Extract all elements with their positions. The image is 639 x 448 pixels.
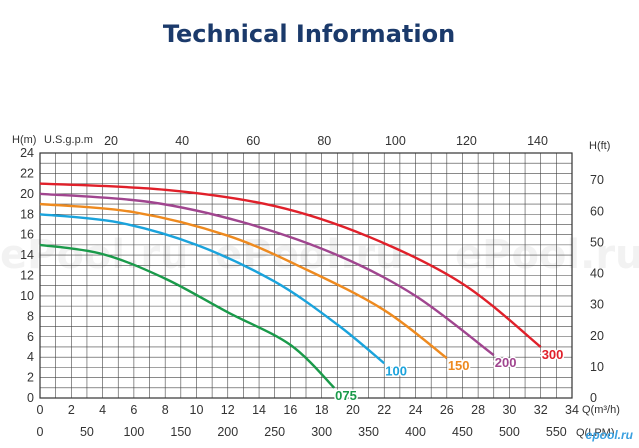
- tick-label-bottom-lpm: 150: [170, 425, 191, 439]
- tick-label-left: 22: [20, 166, 34, 180]
- series-label-300: 300: [542, 347, 564, 362]
- tick-label-bottom-m3h: 22: [377, 403, 391, 417]
- brand-mark: epool.ru: [585, 428, 633, 442]
- tick-label-bottom-lpm: 0: [37, 425, 44, 439]
- tick-label-left: 12: [20, 269, 34, 283]
- tick-label-bottom-m3h: 10: [190, 403, 204, 417]
- tick-label-bottom-m3h: 8: [162, 403, 169, 417]
- tick-label-top: 100: [385, 134, 406, 148]
- tick-label-right: 30: [590, 298, 604, 312]
- tick-label-left: 14: [20, 248, 34, 262]
- tick-label-bottom-m3h: 0: [37, 403, 44, 417]
- tick-label-bottom-lpm: 550: [546, 425, 567, 439]
- grid: [39, 152, 573, 399]
- tick-label-top: 80: [317, 134, 331, 148]
- tick-label-bottom-m3h: 20: [346, 403, 360, 417]
- tick-label-bottom-lpm: 350: [358, 425, 379, 439]
- tick-label-left: 4: [27, 350, 34, 364]
- tick-label-bottom-m3h: 24: [409, 403, 423, 417]
- axis-labels: H(m) U.S.g.p.m H(ft) Q(m³/h) Q(LPM): [12, 134, 620, 439]
- series-label-075: 075: [335, 388, 357, 403]
- tick-label-top: 20: [104, 134, 118, 148]
- tick-label-bottom-lpm: 50: [80, 425, 94, 439]
- tick-label-left: 10: [20, 289, 34, 303]
- series-label-150: 150: [448, 358, 470, 373]
- tick-label-top: 120: [456, 134, 477, 148]
- tick-label-right: 50: [590, 235, 604, 249]
- series-line-075: [39, 243, 336, 389]
- axis-label-bottom-m3h: Q(m³/h): [582, 404, 620, 416]
- tick-label-right: 40: [590, 267, 604, 281]
- tick-label-bottom-m3h: 26: [440, 403, 454, 417]
- tick-label-right: 0: [590, 391, 597, 405]
- tick-label-left: 20: [20, 187, 34, 201]
- series-line-150: [39, 202, 448, 360]
- tick-label-bottom-lpm: 250: [264, 425, 285, 439]
- tick-label-bottom-lpm: 200: [217, 425, 238, 439]
- tick-label-bottom-m3h: 18: [315, 403, 329, 417]
- series-label-200: 200: [495, 355, 517, 370]
- series-line-100: [39, 213, 385, 365]
- series-label-100: 100: [385, 363, 407, 378]
- tick-label-bottom-m3h: 32: [534, 403, 548, 417]
- tick-label-top: 140: [527, 134, 548, 148]
- axis-label-bottom-lpm: Q(LPM): [576, 427, 615, 439]
- series-line-300: [39, 182, 542, 348]
- tick-label-left: 8: [27, 309, 34, 323]
- tick-label-right: 70: [590, 173, 604, 187]
- tick-label-left: 2: [27, 371, 34, 385]
- tick-label-bottom-lpm: 100: [123, 425, 144, 439]
- tick-label-right: 20: [590, 329, 604, 343]
- tick-label-bottom-m3h: 16: [283, 403, 297, 417]
- plot-border: [39, 152, 573, 399]
- series-line-200: [39, 192, 495, 357]
- tick-label-bottom-m3h: 30: [502, 403, 516, 417]
- tick-label-right: 60: [590, 204, 604, 218]
- tick-label-bottom-m3h: 34: [565, 403, 579, 417]
- tick-label-top: 40: [175, 134, 189, 148]
- series-labels: 075 100 150 200 300: [334, 345, 565, 404]
- series-lines: [39, 182, 542, 389]
- tick-label-top: 60: [246, 134, 260, 148]
- tick-label-bottom-m3h: 2: [68, 403, 75, 417]
- tick-label-bottom-m3h: 14: [252, 403, 266, 417]
- tick-label-bottom-lpm: 500: [499, 425, 520, 439]
- tick-label-left: 16: [20, 228, 34, 242]
- tick-label-left: 24: [20, 146, 34, 160]
- plot-frame: [39, 152, 573, 399]
- tick-label-right: 10: [590, 360, 604, 374]
- tick-label-bottom-m3h: 4: [99, 403, 106, 417]
- tick-label-bottom-lpm: 300: [311, 425, 332, 439]
- axis-label-left: H(m): [12, 134, 36, 146]
- tick-label-bottom-lpm: 450: [452, 425, 473, 439]
- axis-label-top: U.S.g.p.m: [44, 134, 93, 146]
- axis-label-right: H(ft): [589, 140, 610, 152]
- tick-label-left: 0: [27, 391, 34, 405]
- tick-label-bottom-m3h: 6: [130, 403, 137, 417]
- tick-label-left: 18: [20, 207, 34, 221]
- tick-label-left: 6: [27, 330, 34, 344]
- page-title: Technical Information: [162, 20, 456, 48]
- tick-label-bottom-m3h: 12: [221, 403, 235, 417]
- tick-label-bottom-m3h: 28: [471, 403, 485, 417]
- tick-label-bottom-lpm: 400: [405, 425, 426, 439]
